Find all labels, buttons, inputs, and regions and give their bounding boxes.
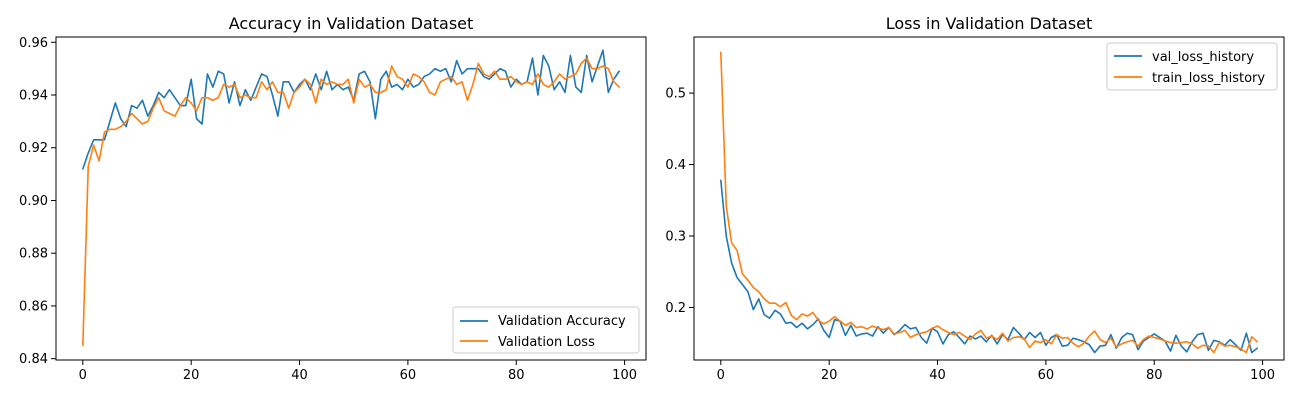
x-tick-label: 20: [183, 368, 200, 383]
legend: Validation Accuracy Validation Loss: [452, 306, 640, 354]
accuracy-panel: Accuracy in Validation Dataset 0 20 40 60 80…: [19, 14, 647, 383]
chart-title: Accuracy in Validation Dataset: [229, 14, 474, 33]
legend-label-train-loss-history: train_loss_history: [1152, 71, 1265, 86]
x-tick-label: 60: [1038, 368, 1055, 383]
series-line-val-loss-history: [720, 179, 1258, 354]
x-tick-label: 100: [1250, 368, 1275, 383]
axes-frame: [693, 36, 1285, 361]
legend-box: [452, 306, 640, 354]
x-tick-label: 0: [717, 368, 725, 383]
legend-box: [1106, 42, 1278, 91]
axes-frame: [55, 36, 647, 361]
x-tick-label: 100: [612, 368, 637, 383]
x-tick-label: 40: [291, 368, 308, 383]
x-tick-label: 40: [929, 368, 946, 383]
y-tick-label: 0.96: [19, 36, 48, 51]
legend-label-val-loss-history: val_loss_history: [1152, 50, 1254, 65]
y-tick-label: 0.2: [665, 301, 686, 316]
x-tick-label: 20: [821, 368, 838, 383]
y-tick-label: 0.92: [19, 141, 48, 156]
x-tick-label: 80: [508, 368, 525, 383]
y-tick-label: 0.90: [19, 194, 48, 209]
y-tick-label: 0.88: [19, 247, 48, 262]
series-line-validation-loss: [82, 57, 620, 347]
chart-title: Loss in Validation Dataset: [886, 14, 1093, 33]
y-tick-label: 0.5: [665, 87, 686, 102]
y-tick-label: 0.94: [19, 89, 48, 104]
y-tick-label: 0.86: [19, 299, 48, 314]
x-tick-label: 80: [1146, 368, 1163, 383]
x-tick-label: 60: [400, 368, 417, 383]
series-line-train-loss-history: [720, 51, 1258, 354]
x-tick-label: 0: [79, 368, 87, 383]
y-tick-label: 0.3: [665, 230, 686, 245]
y-tick-label: 0.84: [19, 352, 48, 367]
legend-label-validation-accuracy: Validation Accuracy: [498, 314, 626, 329]
y-tick-label: 0.4: [665, 158, 686, 173]
plot-area: 0 20 40 60 80 100 0.2 0.3 0.4 0.5: [665, 51, 1275, 383]
plot-area: 0 20 40 60 80 100 0.84 0.86 0.88 0.90 0.92 0.94 0.96: [19, 36, 637, 383]
loss-panel: Loss in Validation Dataset 0 20 40 60 80 1000…: [665, 14, 1285, 383]
legend-label-validation-loss: Validation Loss: [498, 335, 595, 350]
legend: val_loss_history train_loss_history: [1106, 42, 1278, 91]
